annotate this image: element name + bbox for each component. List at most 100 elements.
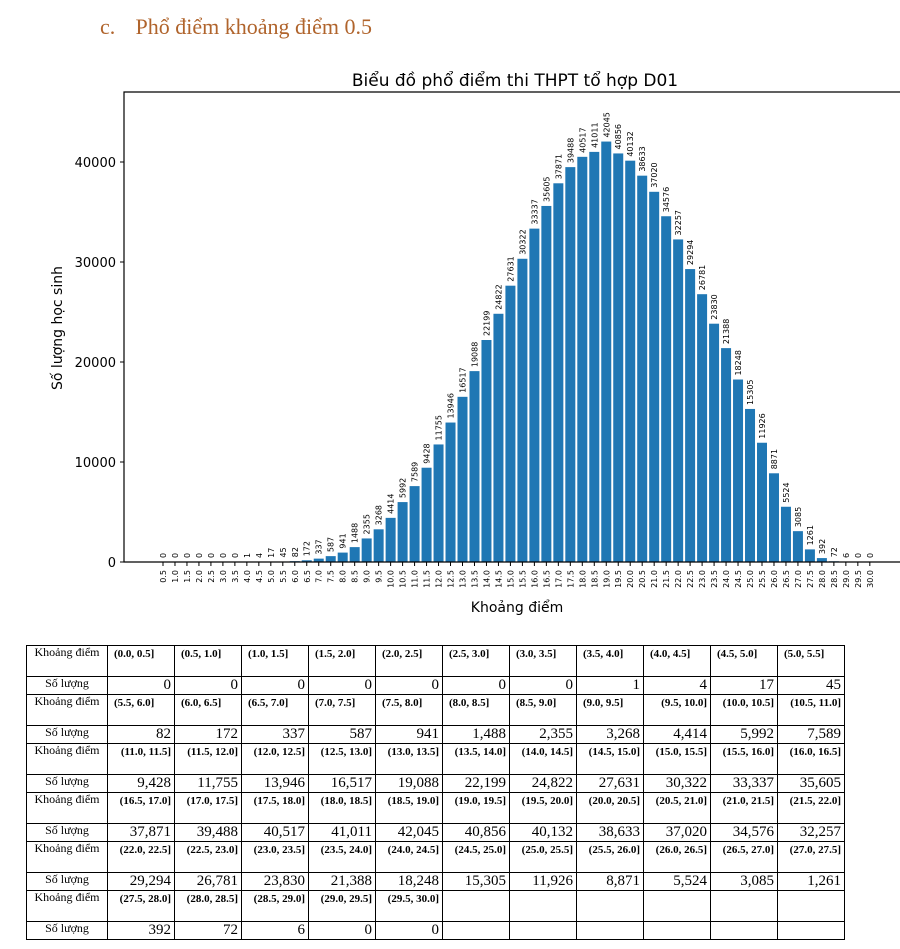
bar-value-label: 8871 (770, 449, 779, 469)
x-tick-label: 27.0 (794, 570, 803, 588)
interval-cell: (2.0, 2.5] (375, 645, 443, 677)
x-tick-label: 17.5 (566, 570, 575, 588)
bar-value-label: 6 (842, 553, 851, 558)
x-tick-label: 4.5 (255, 570, 264, 583)
row-header: Khoảng điểm (26, 645, 108, 677)
section-label: c. (100, 14, 116, 39)
interval-cell (777, 890, 845, 922)
x-tick-label: 20.0 (626, 570, 635, 588)
bar (661, 216, 672, 563)
x-tick-label: 9.0 (363, 570, 372, 583)
interval-cell: (29.5, 30.0] (375, 890, 443, 922)
x-tick-label: 9.5 (375, 570, 384, 583)
bar-value-label: 0 (231, 553, 240, 558)
bar (385, 517, 396, 562)
count-row: Số lượng 37,871 39,488 40,517 41,011 42,045 40… (26, 823, 845, 842)
interval-cell: (6.0, 6.5] (174, 694, 242, 726)
count-cell: 32,257 (777, 823, 845, 842)
row-header: Khoảng điểm (26, 792, 108, 824)
bar-value-label: 5992 (399, 478, 408, 498)
count-cell: 45 (777, 676, 845, 695)
x-tick-label: 24.0 (722, 570, 731, 588)
bar (313, 558, 324, 562)
bar (673, 239, 684, 562)
count-cell: 0 (442, 676, 510, 695)
bar-value-label: 1 (243, 553, 252, 558)
count-cell: 172 (174, 725, 242, 744)
interval-cell: (13.5, 14.0] (442, 743, 510, 775)
chart-title: Biểu đồ phổ điểm thi THPT tổ hợp D01 (352, 70, 678, 91)
bar-value-label: 392 (818, 539, 827, 554)
bar (541, 205, 552, 562)
bar-value-label: 7589 (411, 462, 420, 482)
interval-cell: (26.0, 26.5] (643, 841, 711, 873)
count-row: Số lượng 29,294 26,781 23,830 21,388 18,248 15… (26, 872, 845, 891)
interval-cell: (2.5, 3.0] (442, 645, 510, 677)
bar-value-label: 0 (866, 553, 875, 558)
count-cell: 17 (710, 676, 778, 695)
x-tick-label: 22.0 (674, 570, 683, 588)
interval-cell (643, 890, 711, 922)
x-tick-label: 29.0 (842, 570, 851, 588)
bar-value-label: 37020 (650, 162, 659, 187)
bar (709, 323, 720, 562)
interval-cell: (11.5, 12.0] (174, 743, 242, 775)
bar-value-label: 35605 (542, 176, 551, 201)
bar-chart: Biểu đồ phổ điểm thi THPT tổ hợp D01 0 0.5… (49, 70, 900, 616)
bar-value-label: 82 (291, 547, 300, 557)
interval-cell: (9.0, 9.5] (576, 694, 644, 726)
x-tick-label: 24.5 (734, 570, 743, 588)
bar (493, 313, 504, 562)
x-tick-label: 11.0 (411, 570, 420, 588)
x-tick-label: 19.5 (614, 570, 623, 588)
count-cell: 38,633 (576, 823, 644, 842)
interval-cell: (3.0, 3.5] (509, 645, 577, 677)
y-tick-label: 0 (108, 556, 116, 571)
count-cell: 26,781 (174, 872, 242, 891)
bar-value-label: 5524 (782, 482, 791, 502)
count-cell: 82 (107, 725, 175, 744)
bar-value-label: 19088 (470, 342, 479, 367)
count-cell: 39,488 (174, 823, 242, 842)
bar (445, 422, 456, 562)
bar (505, 285, 516, 562)
interval-cell: (25.5, 26.0] (576, 841, 644, 873)
count-cell: 0 (241, 676, 309, 695)
bar-value-label: 9428 (423, 443, 432, 463)
bar (757, 442, 767, 562)
bar-value-label: 22199 (482, 311, 491, 336)
interval-cell: (19.0, 19.5] (442, 792, 510, 824)
interval-cell: (22.5, 23.0] (174, 841, 242, 873)
count-cell (442, 921, 510, 940)
count-cell: 3,085 (710, 872, 778, 891)
bar (745, 408, 756, 562)
interval-cell: (1.5, 2.0] (308, 645, 376, 677)
x-tick-label: 6.5 (303, 570, 312, 583)
bar (469, 371, 480, 562)
row-header: Số lượng (26, 676, 108, 695)
interval-cell (710, 890, 778, 922)
interval-row: Khoảng điểm (11.0, 11.5] (11.5, 12.0] (12.0… (26, 743, 845, 775)
bar-value-label: 24822 (494, 284, 503, 309)
bar (780, 506, 791, 562)
count-cell: 72 (174, 921, 242, 940)
interval-cell: (28.0, 28.5] (174, 890, 242, 922)
x-tick-label: 29.5 (854, 570, 863, 588)
bar-value-label: 41011 (590, 122, 599, 147)
bar-value-label: 26781 (698, 265, 707, 290)
interval-cell: (29.0, 29.5] (308, 890, 376, 922)
bar-value-label: 0 (854, 553, 863, 558)
count-cell (576, 921, 644, 940)
count-cell: 0 (308, 921, 376, 940)
x-tick-label: 17.0 (554, 570, 563, 588)
bar (637, 175, 648, 563)
count-cell: 21,388 (308, 872, 376, 891)
interval-cell: (15.0, 15.5] (643, 743, 711, 775)
x-tick-label: 12.0 (435, 570, 444, 588)
interval-cell: (11.0, 11.5] (107, 743, 175, 775)
interval-cell: (17.0, 17.5] (174, 792, 242, 824)
interval-cell: (15.5, 16.0] (710, 743, 778, 775)
bar-value-label: 17 (267, 548, 276, 558)
x-tick-label: 28.0 (818, 570, 827, 588)
interval-cell: (23.0, 23.5] (241, 841, 309, 873)
